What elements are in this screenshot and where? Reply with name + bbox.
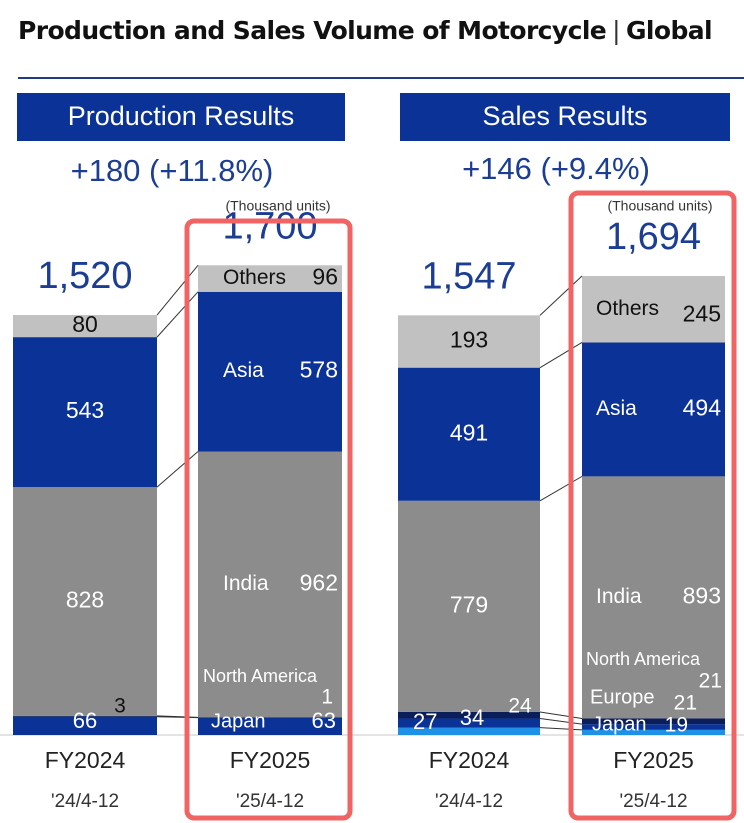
production-fy2025-highlight-box	[184, 218, 353, 821]
sales-bar-fy2025-india	[582, 476, 725, 719]
sales-connector-asia	[539, 342, 583, 369]
sales-bar-fy2024-europe	[398, 718, 540, 728]
sales-value-fy2025-europe: 21	[674, 692, 697, 715]
sales-name-fy2025-india: India	[596, 585, 642, 608]
sales-period-fy2024: '24/4-12	[435, 791, 503, 812]
production-value-fy2025-india: 962	[300, 569, 338, 595]
production-total-fy2025: 1,700	[222, 205, 317, 247]
sales-bar-fy2024-japan	[398, 727, 540, 735]
production-value-fy2024-others: 80	[72, 311, 98, 337]
production-bar-fy2025-india	[198, 451, 342, 718]
sales-period-fy2025: '25/4-12	[619, 791, 687, 812]
sales-bar-fy2025-north-america	[582, 718, 725, 725]
sales-connector-others	[539, 275, 583, 316]
production-name-fy2025-japan: Japan	[211, 710, 266, 732]
production-bar-fy2024-japan	[13, 716, 157, 735]
sales-value-fy2024-india: 779	[450, 591, 488, 617]
sales-unit-label: (Thousand units)	[607, 198, 712, 214]
sales-name-fy2025-japan: Japan	[592, 713, 647, 735]
production-category-fy2025: FY2025	[230, 747, 311, 773]
production-value-fy2025-japan: 63	[312, 708, 336, 733]
production-bar-fy2024-others	[13, 315, 157, 338]
production-header-box	[17, 93, 345, 141]
title-separator: |	[612, 16, 620, 45]
sales-name-fy2025-north-america: North America	[586, 649, 701, 669]
sales-connector-europe	[539, 717, 583, 725]
sales-fy2025-highlight-box	[568, 190, 737, 821]
production-value-fy2025-north-america: 1	[321, 686, 333, 709]
sales-change-text: +146 (+9.4%)	[462, 151, 650, 186]
production-bar-fy2024-asia	[13, 337, 157, 488]
production-header-title: Production Results	[68, 101, 295, 131]
page-subtitle: Global	[625, 16, 713, 45]
sales-name-fy2025-asia: Asia	[596, 397, 637, 420]
production-unit-label: (Thousand units)	[225, 198, 330, 214]
sales-header-title: Sales Results	[482, 101, 647, 131]
sales-value-fy2024-europe: 34	[460, 705, 484, 730]
sales-value-fy2024-asia: 491	[450, 419, 488, 445]
sales-category-fy2024: FY2024	[429, 747, 510, 773]
production-connector-others	[156, 264, 199, 316]
sales-value-fy2025-japan: 19	[665, 714, 688, 737]
sales-value-fy2024-japan: 27	[413, 709, 437, 734]
production-value-fy2024-japan: 66	[73, 708, 97, 733]
production-value-fy2024-india: 828	[66, 587, 104, 613]
production-bar-fy2024-north-america	[13, 715, 157, 717]
sales-value-fy2025-asia: 494	[683, 394, 722, 420]
page-title-main: Production and Sales Volume of Motorcycl…	[18, 16, 607, 45]
production-period-fy2025: '25/4-12	[236, 791, 304, 812]
production-connector-india	[156, 451, 199, 488]
production-bar-fy2025-north-america	[198, 717, 342, 719]
production-period-fy2024: '24/4-12	[51, 791, 119, 812]
production-value-fy2024-asia: 543	[66, 397, 104, 423]
production-bar-fy2025-others	[198, 265, 342, 292]
sales-category-fy2025: FY2025	[613, 747, 694, 773]
production-name-fy2025-india: India	[223, 572, 269, 595]
production-name-fy2025-asia: Asia	[223, 359, 264, 382]
production-name-fy2025-north-america: North America	[203, 666, 318, 686]
sales-connector-india	[539, 475, 583, 502]
title-divider	[18, 77, 744, 79]
sales-total-fy2024: 1,547	[421, 255, 516, 297]
production-change-text: +180 (+11.8%)	[71, 153, 274, 188]
sales-bar-fy2024-india	[398, 500, 540, 712]
production-value-fy2025-others: 96	[312, 264, 338, 290]
sales-bar-fy2024-north-america	[398, 711, 540, 719]
sales-bar-fy2025-japan	[582, 729, 725, 735]
sales-bar-fy2024-asia	[398, 367, 540, 501]
sales-name-fy2025-europe: Europe	[590, 686, 655, 708]
sales-total-fy2025: 1,694	[606, 216, 701, 258]
sales-value-fy2025-north-america: 21	[699, 670, 722, 693]
sales-header-box	[400, 93, 730, 141]
production-value-fy2024-north-america: 3	[114, 695, 126, 718]
sales-bar-fy2025-others	[582, 276, 725, 343]
production-bar-fy2025-asia	[198, 291, 342, 452]
sales-name-fy2025-others: Others	[596, 297, 659, 320]
production-category-fy2024: FY2024	[45, 747, 126, 773]
production-name-fy2025-others: Others	[223, 266, 286, 289]
production-total-fy2024: 1,520	[37, 255, 132, 297]
sales-value-fy2025-others: 245	[683, 300, 721, 326]
sales-bar-fy2024-others	[398, 315, 540, 368]
sales-value-fy2025-india: 893	[683, 582, 721, 608]
production-bar-fy2025-japan	[198, 717, 342, 735]
production-bar-fy2024-india	[13, 487, 157, 716]
sales-value-fy2024-others: 193	[450, 327, 488, 353]
sales-bar-fy2025-asia	[582, 342, 725, 477]
sales-value-fy2024-north-america: 24	[508, 695, 532, 718]
sales-connector-north-america	[539, 711, 583, 719]
production-value-fy2025-asia: 578	[300, 357, 338, 383]
sales-bar-fy2025-europe	[582, 724, 725, 730]
page-title: Production and Sales Volume of Motorcycl…	[18, 16, 713, 45]
sales-connector-japan	[539, 727, 583, 731]
production-connector-north-america	[156, 715, 199, 718]
production-connector-asia	[156, 291, 199, 338]
